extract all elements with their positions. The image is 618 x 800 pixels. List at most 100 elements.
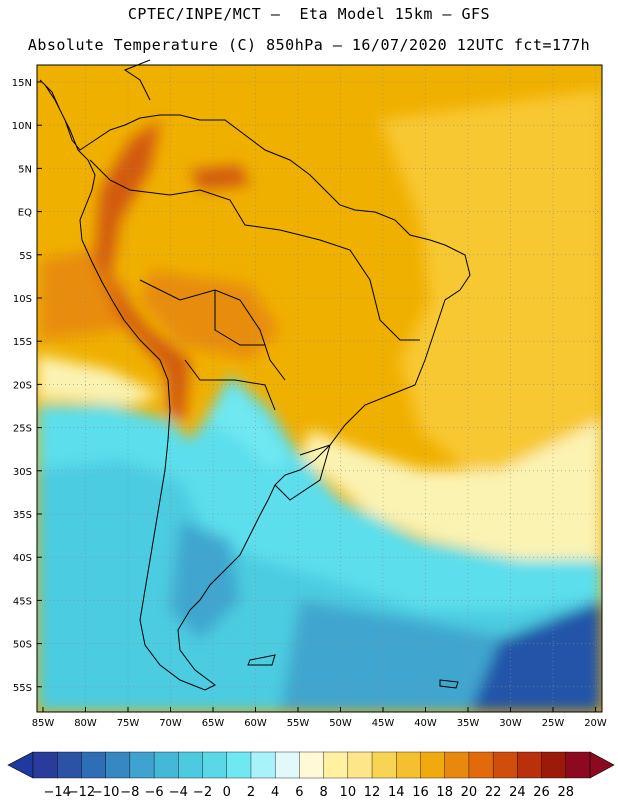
- border-line: [139, 279, 286, 381]
- border-line: [214, 290, 265, 346]
- south-georgia: [439, 679, 459, 689]
- colorbar-swatch: [178, 751, 204, 779]
- latitude-label: 5S: [19, 251, 32, 262]
- border-line: [279, 229, 420, 341]
- colorbar-swatch: [105, 751, 131, 779]
- colorbar-label: 0: [223, 785, 231, 800]
- longitude-label: 60W: [244, 718, 267, 729]
- latitude-label: 35S: [13, 510, 32, 521]
- latitude-label: EQ: [18, 208, 32, 219]
- cold-patagonia: [170, 520, 240, 640]
- border-line: [184, 359, 276, 411]
- colorbar-swatch: [517, 751, 543, 779]
- colorbar-label: 8: [319, 785, 327, 800]
- colorbar-swatch: [32, 751, 58, 779]
- latitude-label: 45S: [13, 596, 32, 607]
- hot-interior: [140, 270, 280, 360]
- longitude-label: 40W: [414, 718, 437, 729]
- longitude-label: 30W: [499, 718, 522, 729]
- map-frame: [36, 64, 603, 713]
- latitude-label: 55S: [13, 683, 32, 694]
- colorbar-swatch: [371, 751, 397, 779]
- colorbar-label: 12: [364, 785, 381, 800]
- uruguay-outline: [274, 444, 331, 501]
- latitude-label: 15S: [13, 337, 32, 348]
- longitude-label: 75W: [117, 718, 140, 729]
- colorbar-swatch: [274, 751, 300, 779]
- hot-venezuela: [190, 165, 250, 190]
- colorbar-swatch: [57, 751, 82, 779]
- colorbar-swatch: [323, 751, 349, 779]
- latitude-label: 10S: [13, 294, 32, 305]
- latitude-label: 30S: [13, 467, 32, 478]
- latitude-label: 5N: [18, 164, 32, 175]
- latitude-label: 50S: [13, 640, 32, 651]
- colorbar-swatch: [226, 751, 252, 779]
- coastline: [39, 59, 471, 691]
- colorbar-label: 28: [558, 785, 575, 800]
- colorbar-low-arrow: [7, 751, 34, 779]
- colorbar-label: 20: [461, 785, 478, 800]
- falklands: [247, 654, 276, 666]
- colorbar-label: −10: [92, 785, 119, 800]
- colorbar-swatch: [250, 751, 276, 779]
- latitude-label: 40S: [13, 553, 32, 564]
- colorbar-label: 14: [388, 785, 405, 800]
- cyan-plata: [205, 385, 290, 470]
- south-america-outline: [39, 79, 471, 691]
- colorbar-swatch: [492, 751, 518, 779]
- colorbar-label: 18: [436, 785, 453, 800]
- colorbar-label: −8: [120, 785, 139, 800]
- latitude-label: 15N: [12, 78, 32, 89]
- colorbar-swatch: [347, 751, 373, 779]
- latitude-label: 20S: [13, 380, 32, 391]
- colorbar-label: 2: [247, 785, 255, 800]
- colorbar-swatch: [565, 751, 591, 779]
- colorbar-swatch: [202, 751, 228, 779]
- colorbar-label: −14: [43, 785, 70, 800]
- longitude-label: 20W: [584, 718, 607, 729]
- colorbar-swatch: [420, 751, 446, 779]
- longitude-label: 55W: [287, 718, 310, 729]
- chart-title: CPTEC/INPE/MCT – Eta Model 15km – GFS: [127, 5, 491, 23]
- colorbar-label: 26: [533, 785, 550, 800]
- colorbar-label: 22: [485, 785, 502, 800]
- latitude-labels: 15N 10N 5N EQ 5S 10S 15S 20S 25S 30S 35S 40S 45S 50S 5…: [12, 78, 42, 694]
- chart-subtitle: Absolute Temperature (C) 850hPa – 16/07/…: [27, 36, 591, 54]
- longitude-labels: 85W 80W 75W 70W 65W 60W 55W 50W 45W 40W 35W 30W 25W 2…: [32, 707, 607, 729]
- border-line: [89, 159, 281, 231]
- longitude-label: 50W: [329, 718, 352, 729]
- colorbar-label: 10: [340, 785, 357, 800]
- latitude-label: 25S: [13, 424, 32, 435]
- colorbar-label: −2: [193, 785, 212, 800]
- coldest-ocean: [470, 600, 602, 712]
- colorbar-swatch: [153, 751, 179, 779]
- colorbar-swatch: [81, 751, 107, 779]
- colorbar-swatch: [396, 751, 421, 779]
- transition-band-west: [37, 355, 160, 405]
- longitude-label: 25W: [542, 718, 565, 729]
- colorbar-labels: −14−12−10 −8 −6 −4 −2 0 2 4 6 8 10 12 14 16 18 20 22 24 26…: [43, 785, 574, 800]
- latitude-label: 10N: [12, 121, 32, 132]
- longitude-label: 45W: [372, 718, 395, 729]
- subtropical-ocean: [380, 90, 602, 480]
- colorbar-swatch: [129, 751, 155, 779]
- colorbar-swatch: [299, 751, 325, 779]
- colorbar-label: 6: [295, 785, 303, 800]
- colorbar-label: 24: [509, 785, 526, 800]
- colorbar-swatch: [541, 751, 567, 779]
- colorbar-label: −4: [169, 785, 188, 800]
- longitude-label: 85W: [32, 718, 55, 729]
- colorbar-label: −12: [68, 785, 95, 800]
- longitude-label: 70W: [159, 718, 182, 729]
- longitude-label: 65W: [202, 718, 225, 729]
- longitude-label: 35W: [457, 718, 480, 729]
- colorbar-high-arrow: [589, 751, 615, 779]
- colorbar-label: 16: [412, 785, 429, 800]
- colorbar-swatch: [468, 751, 494, 779]
- transition-band: [300, 420, 602, 560]
- colorbar-label: −6: [145, 785, 164, 800]
- temperature-field: [37, 65, 602, 712]
